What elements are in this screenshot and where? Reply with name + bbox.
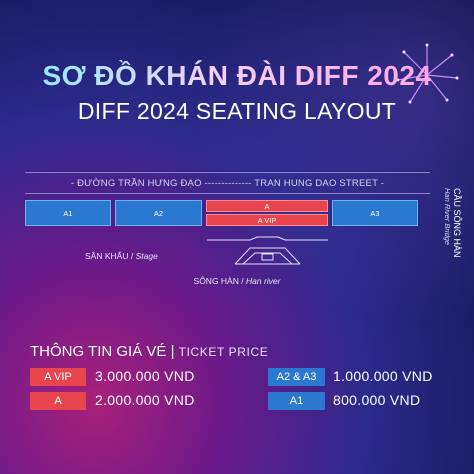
stage-label-vn: SÂN KHẤU	[85, 251, 129, 261]
price-a1: 800.000 VND	[333, 392, 421, 408]
bridge-label-en: Han River Bridge	[443, 188, 452, 246]
stage-label-separator: /	[130, 251, 136, 261]
bridge-label-vn: CẦU SÔNG HÀN	[452, 188, 462, 258]
block-a3[interactable]: A3	[332, 200, 418, 226]
block-a-vip[interactable]: A VIP	[206, 214, 328, 226]
price-a2-a3: 1.000.000 VND	[333, 368, 433, 384]
river-label-en: Han river	[245, 276, 281, 286]
zone-badge-a1: A1	[268, 392, 325, 410]
title-english: DIFF 2024 SEATING LAYOUT	[77, 98, 397, 124]
stage-label: SÂN KHẤU / Stage	[85, 251, 158, 261]
street-frame-bottom	[25, 193, 430, 194]
block-a1[interactable]: A1	[25, 200, 111, 226]
river-label-vn: SÔNG HÀN	[193, 276, 239, 286]
river-label-separator: /	[241, 276, 246, 286]
zone-badge-a-vip: A VIP	[30, 368, 86, 386]
river-label: SÔNG HÀN / Han river	[0, 276, 474, 286]
firework-decoration	[396, 43, 459, 104]
title-vietnamese: SƠ ĐỒ KHÁN ĐÀI DIFF 2024	[0, 60, 474, 92]
zone-badge-a2-a3: A2 & A3	[268, 368, 325, 386]
block-a[interactable]: A	[206, 200, 328, 212]
street-frame-top	[25, 172, 430, 173]
street-label: - ĐƯỜNG TRẦN HƯNG ĐẠO -------------- TRA…	[70, 178, 385, 189]
ticket-heading-en: TICKET PRICE	[178, 345, 269, 359]
block-a2[interactable]: A2	[115, 200, 202, 226]
stage-label-en: Stage	[135, 251, 158, 261]
ticket-price-heading: THÔNG TIN GIÁ VÉ | TICKET PRICE	[30, 343, 268, 360]
stage-outline	[207, 236, 328, 265]
ticket-heading-vn: THÔNG TIN GIÁ VÉ	[30, 343, 167, 360]
ticket-heading-separator: |	[170, 343, 175, 360]
bridge-label: CẦU SÔNG HÀN Han River Bridge	[443, 188, 464, 280]
zone-badge-a: A	[30, 392, 86, 410]
price-a: 2.000.000 VND	[95, 392, 195, 408]
price-a-vip: 3.000.000 VND	[95, 368, 195, 384]
